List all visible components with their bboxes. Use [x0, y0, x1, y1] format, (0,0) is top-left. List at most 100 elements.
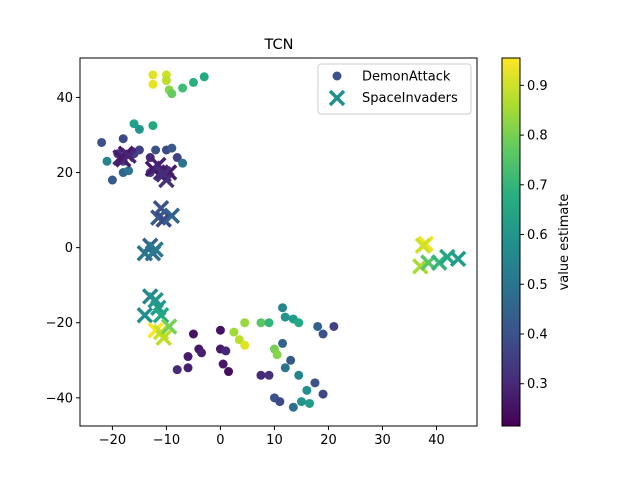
data-markers: [97, 70, 467, 412]
demonattack-point: [264, 370, 274, 380]
y-tick-label: 20: [56, 166, 73, 181]
demonattack-point: [264, 318, 274, 328]
demonattack-point: [318, 329, 328, 339]
spaceinvaders-point: [412, 258, 429, 275]
demonattack-point: [107, 175, 117, 185]
demonattack-point: [148, 79, 158, 89]
spaceinvaders-point: [136, 306, 154, 324]
demonattack-point: [275, 397, 285, 407]
spaceinvaders-point: [449, 250, 467, 268]
demonattack-point: [148, 70, 158, 80]
demonattack-point: [148, 121, 158, 131]
demonattack-point: [302, 385, 312, 395]
spaceinvaders-point: [147, 241, 164, 258]
colorbar-tick-label: 0.8: [527, 129, 548, 144]
colorbar-tick-label: 0.5: [527, 278, 548, 293]
spaceinvaders-point: [414, 237, 432, 254]
demonattack-point: [129, 119, 139, 129]
demonattack-point: [172, 365, 182, 375]
demonattack-point: [286, 355, 296, 365]
demonattack-point: [167, 143, 177, 153]
x-tick-label: 10: [266, 433, 283, 448]
demonattack-point: [240, 340, 250, 350]
colorbar-tick-label: 0.7: [527, 178, 548, 193]
demonattack-point: [151, 145, 161, 155]
spaceinvaders-point: [155, 166, 172, 183]
spaceinvaders-point: [120, 147, 137, 164]
y-axis: −40 −20 0 20 40: [46, 91, 80, 406]
spaceinvaders-point: [155, 211, 172, 228]
colorbar-tick-label: 0.9: [527, 79, 548, 94]
demonattack-point: [167, 89, 177, 99]
demonattack-point: [313, 321, 323, 331]
legend-label-spaceinvaders: SpaceInvaders: [362, 91, 458, 106]
demonattack-point: [134, 124, 144, 134]
demonattack-point: [197, 348, 207, 358]
demonattack-point: [134, 145, 144, 155]
demonattack-point: [305, 398, 315, 408]
legend-marker-spaceinvaders: [328, 89, 346, 107]
x-tick-label: 40: [428, 433, 445, 448]
demonattack-point: [280, 363, 290, 373]
demonattack-point: [161, 76, 171, 86]
colorbar-tick-label: 0.3: [527, 377, 548, 392]
demonattack-point: [272, 350, 282, 360]
demonattack-point: [102, 156, 112, 166]
colorbar-label: value estimate: [557, 194, 572, 291]
demonattack-point: [224, 367, 234, 377]
demonattack-point: [240, 318, 250, 328]
plot-frame: [79, 57, 478, 427]
demonattack-point: [118, 134, 128, 144]
demonattack-point: [256, 370, 266, 380]
spaceinvaders-point: [155, 329, 172, 346]
demonattack-point: [318, 389, 328, 399]
demonattack-point: [256, 318, 266, 328]
x-tick-label: 0: [216, 433, 224, 448]
demonattack-point: [188, 329, 198, 339]
demonattack-point: [229, 327, 239, 337]
x-tick-label: 20: [320, 433, 337, 448]
y-tick-label: −40: [46, 391, 73, 406]
colorbar-gradient: [501, 57, 521, 427]
legend-marker-demonattack: [332, 71, 342, 81]
demonattack-point: [124, 166, 134, 176]
colorbar-tick-label: 0.6: [527, 228, 548, 243]
y-tick-label: 0: [65, 241, 73, 256]
demonattack-point: [280, 312, 290, 322]
spaceinvaders-point: [152, 306, 170, 324]
spaceinvaders-point: [163, 207, 181, 224]
y-tick-label: 40: [56, 91, 73, 106]
demonattack-point: [178, 158, 188, 168]
demonattack-point: [199, 72, 209, 82]
y-tick-label: −20: [46, 316, 73, 331]
legend-label-demonattack: DemonAttack: [362, 70, 451, 85]
demonattack-point: [294, 318, 304, 328]
chart-title: TCN: [264, 37, 294, 53]
demonattack-point: [329, 321, 339, 331]
x-tick-label: −10: [153, 433, 180, 448]
demonattack-point: [97, 137, 107, 147]
demonattack-point: [183, 352, 193, 362]
colorbar-tick-label: 0.4: [527, 328, 548, 343]
demonattack-point: [178, 83, 188, 93]
demonattack-point: [221, 346, 231, 356]
demonattack-point: [183, 363, 193, 373]
demonattack-point: [278, 303, 288, 313]
legend-box: [317, 63, 472, 115]
demonattack-point: [234, 335, 244, 345]
x-tick-label: −20: [99, 433, 126, 448]
x-axis: −20 −10 0 10 20 30 40: [99, 426, 445, 448]
demonattack-point: [294, 370, 304, 380]
demonattack-point: [288, 402, 298, 412]
demonattack-point: [278, 338, 288, 348]
demonattack-point: [188, 77, 198, 87]
colorbar-ticks: 0.3 0.4 0.5 0.6 0.7 0.8 0.9: [520, 79, 548, 392]
legend: DemonAttack SpaceInvaders: [317, 63, 472, 115]
spaceinvaders-point: [160, 318, 178, 335]
demonattack-point: [172, 153, 182, 163]
demonattack-point: [218, 359, 228, 369]
demonattack-point: [310, 378, 320, 388]
x-tick-label: 30: [374, 433, 391, 448]
colorbar: 0.3 0.4 0.5 0.6 0.7 0.8 0.9 value estimate: [501, 57, 572, 427]
